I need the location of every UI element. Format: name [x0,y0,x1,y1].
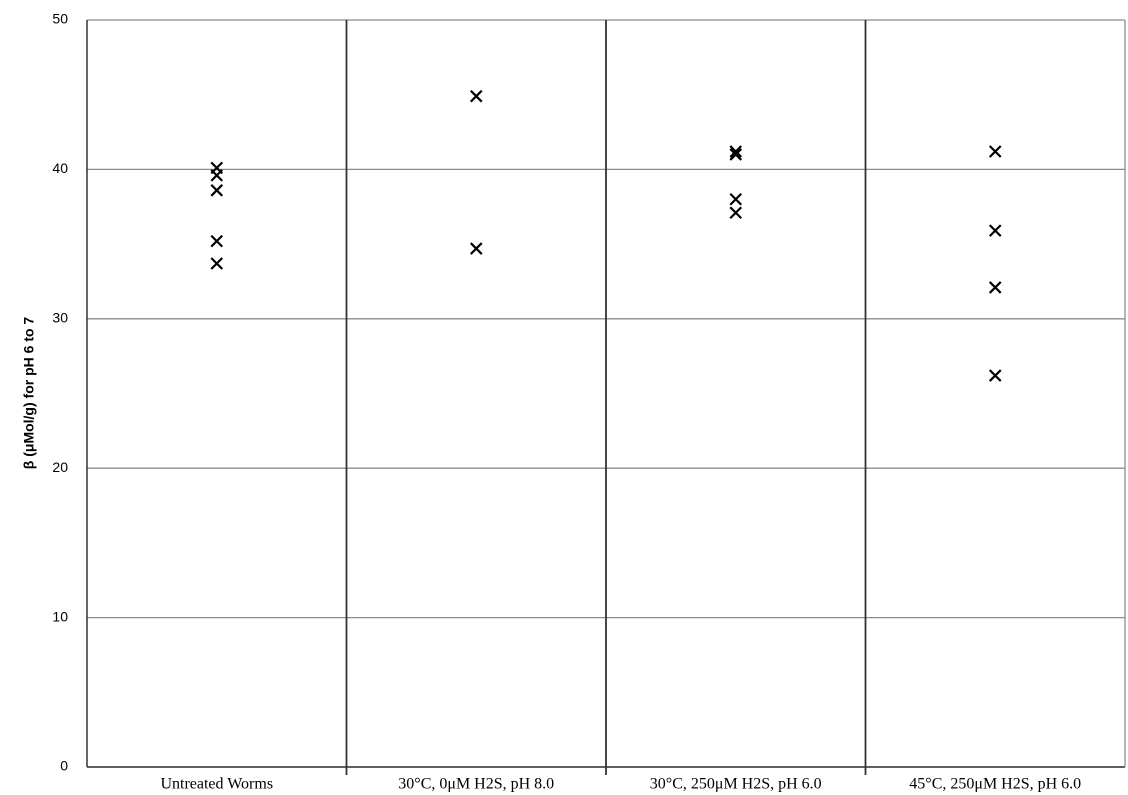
point [210,234,224,248]
point [210,169,224,182]
point [729,145,743,158]
x-tick-label: 30°C, 0μM H2S, pH 8.0 [398,776,554,793]
point [729,206,743,220]
point [988,224,1002,237]
y-tick-label: 20 [52,459,68,475]
point [729,193,743,206]
y-axis-label: β (μMol/g) for pH 6 to 7 [21,317,37,470]
point [210,257,224,270]
point [988,145,1002,158]
point [988,281,1002,294]
y-tick-label: 50 [52,11,68,27]
point [988,369,1002,382]
y-tick-label: 0 [60,758,68,774]
point [729,148,743,161]
x-tick-label: Untreated Worms [160,776,273,793]
y-tick-label: 10 [52,608,68,624]
point [469,242,483,255]
point [469,89,483,103]
point [210,184,224,197]
x-tick-label: 30°C, 250μM H2S, pH 6.0 [650,776,822,793]
y-tick-label: 40 [52,160,68,176]
x-tick-label: 45°C, 250μM H2S, pH 6.0 [909,776,1081,793]
y-tick-label: 30 [52,310,68,326]
